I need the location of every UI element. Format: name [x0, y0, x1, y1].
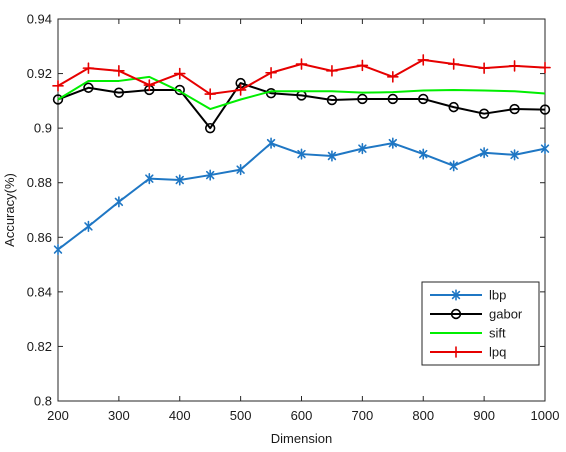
series-lpq [52, 54, 551, 100]
data-point-gabor [83, 82, 94, 93]
x-tick-label: 300 [108, 408, 130, 423]
legend-item-gabor: gabor [430, 307, 523, 322]
x-tick-label: 400 [169, 408, 191, 423]
data-point-lpq [356, 59, 369, 72]
y-tick-label: 0.82 [27, 339, 52, 354]
y-tick-label: 0.8 [34, 394, 52, 409]
data-point-gabor [326, 94, 338, 106]
data-point-lbp [327, 150, 337, 162]
series-lbp [53, 137, 550, 256]
legend-label: gabor [489, 307, 523, 322]
data-point-gabor [418, 93, 429, 105]
data-point-lbp [236, 164, 245, 176]
x-tick-label: 1000 [531, 408, 560, 423]
data-point-gabor [52, 94, 64, 105]
data-point-lbp [145, 173, 154, 185]
data-point-lpq [234, 84, 247, 96]
data-point-gabor [539, 104, 551, 115]
data-point-lpq [82, 62, 95, 74]
legend-marker [451, 289, 461, 301]
data-point-lbp [205, 169, 215, 181]
data-point-gabor [113, 87, 125, 98]
x-tick-label: 700 [352, 408, 374, 423]
data-point-gabor [448, 101, 459, 113]
data-point-lbp [84, 220, 93, 232]
x-tick-label: 800 [412, 408, 434, 423]
data-point-lpq [387, 71, 399, 83]
data-point-lpq [113, 65, 125, 77]
data-point-lpq [295, 58, 308, 70]
data-point-lbp [540, 143, 550, 155]
legend-label: lpq [489, 345, 506, 360]
data-point-lpq [478, 62, 490, 74]
data-point-lbp [358, 143, 367, 155]
y-tick-label: 0.92 [27, 66, 52, 81]
data-point-lpq [326, 65, 338, 77]
data-point-lpq [508, 60, 521, 72]
legend: lbp gabor sift lpq [421, 281, 540, 366]
data-point-lpq [417, 54, 430, 66]
y-tick-label: 0.84 [27, 284, 52, 299]
legend-item-sift: sift [430, 326, 506, 341]
series-line-gabor [57, 82, 546, 130]
data-point-lpq [204, 88, 216, 100]
data-point-lpq [173, 67, 186, 80]
axis-ticks: 200 300 400 500 600 700 800 900 1000 0.8 0.82 0.84 0… [27, 12, 560, 424]
data-point-lbp [297, 148, 306, 160]
series-sift [57, 75, 546, 111]
data-point-lbp [479, 147, 489, 159]
data-point-lpq [447, 58, 460, 70]
data-point-lpq [265, 66, 277, 79]
data-point-lbp [53, 243, 63, 256]
data-point-lbp [175, 174, 184, 186]
data-point-lpq [539, 61, 551, 74]
y-tick-label: 0.86 [27, 230, 52, 245]
data-point-gabor [387, 93, 399, 105]
y-tick-label: 0.94 [27, 12, 52, 27]
data-point-lbp [388, 137, 398, 149]
data-point-lbp [449, 160, 458, 172]
data-point-lpq [143, 79, 156, 91]
legend-label: sift [489, 326, 506, 341]
x-tick-label: 900 [473, 408, 495, 423]
data-point-gabor [509, 103, 520, 115]
legend-marker [450, 308, 462, 320]
data-point-lbp [114, 196, 124, 208]
y-axis-label: Accuracy(%) [2, 173, 17, 247]
x-tick-label: 600 [291, 408, 313, 423]
y-tick-label: 0.9 [34, 121, 52, 136]
legend-label: lbp [489, 288, 506, 303]
data-point-lbp [266, 137, 276, 149]
data-point-gabor [204, 122, 216, 134]
data-point-gabor [478, 108, 490, 119]
data-point-lpq [52, 80, 64, 92]
x-tick-label: 500 [230, 408, 252, 423]
series-line-sift [57, 75, 546, 111]
legend-item-lpq: lpq [430, 345, 506, 360]
series-layer [52, 54, 551, 256]
data-point-gabor [357, 93, 368, 105]
data-point-lbp [510, 149, 519, 161]
y-tick-label: 0.88 [27, 175, 52, 190]
series-gabor [52, 77, 551, 134]
data-point-lbp [419, 148, 428, 160]
x-tick-label: 200 [47, 408, 69, 423]
legend-marker [450, 346, 462, 358]
x-axis-label: Dimension [271, 431, 332, 446]
legend-item-lbp: lbp [430, 288, 506, 303]
